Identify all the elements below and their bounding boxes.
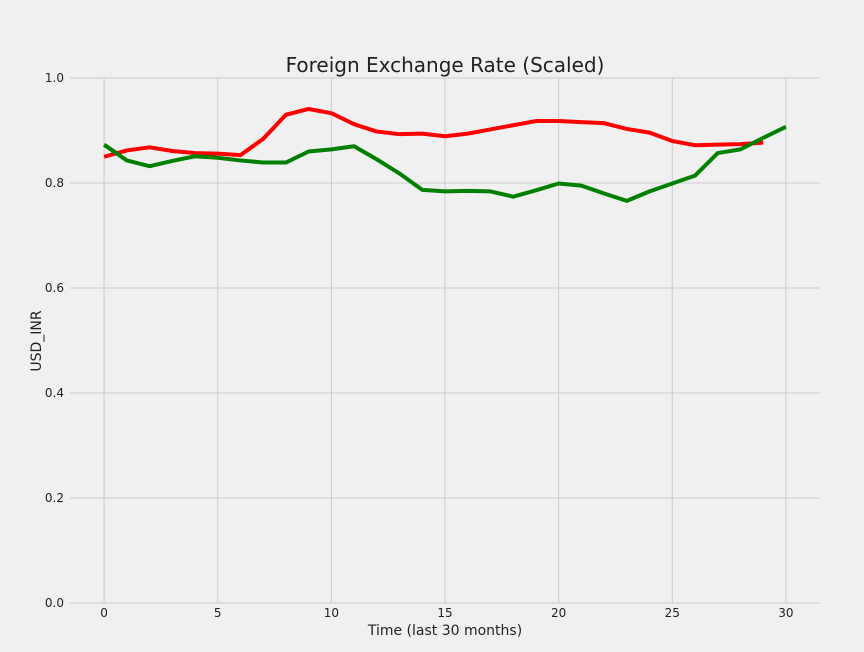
y-tick-label: 0.2 — [45, 491, 64, 505]
tick-labels: 0 5 10 15 20 25 30 0.0 0.2 0.4 0.6 0.8 1.0 — [45, 71, 794, 620]
y-axis-label: USD_INR — [29, 310, 45, 372]
gridlines — [70, 77, 820, 604]
y-tick-label: 0.8 — [45, 176, 64, 190]
series-line-0 — [103, 106, 764, 159]
x-tick-label: 30 — [778, 606, 793, 620]
x-axis-label: Time (last 30 months) — [367, 623, 522, 639]
y-tick-label: 0.4 — [45, 386, 64, 400]
x-tick-label: 10 — [324, 606, 339, 620]
series-lines — [102, 106, 787, 203]
y-tick-label: 1.0 — [45, 71, 64, 85]
chart-title: Foreign Exchange Rate (Scaled) — [286, 53, 605, 77]
x-tick-label: 5 — [214, 606, 222, 620]
series-line-1 — [102, 125, 787, 203]
x-tick-label: 0 — [100, 606, 108, 620]
x-tick-label: 15 — [437, 606, 452, 620]
x-tick-label: 25 — [665, 606, 680, 620]
x-tick-label: 20 — [551, 606, 566, 620]
y-tick-label: 0.0 — [45, 596, 64, 610]
y-tick-label: 0.6 — [45, 281, 64, 295]
